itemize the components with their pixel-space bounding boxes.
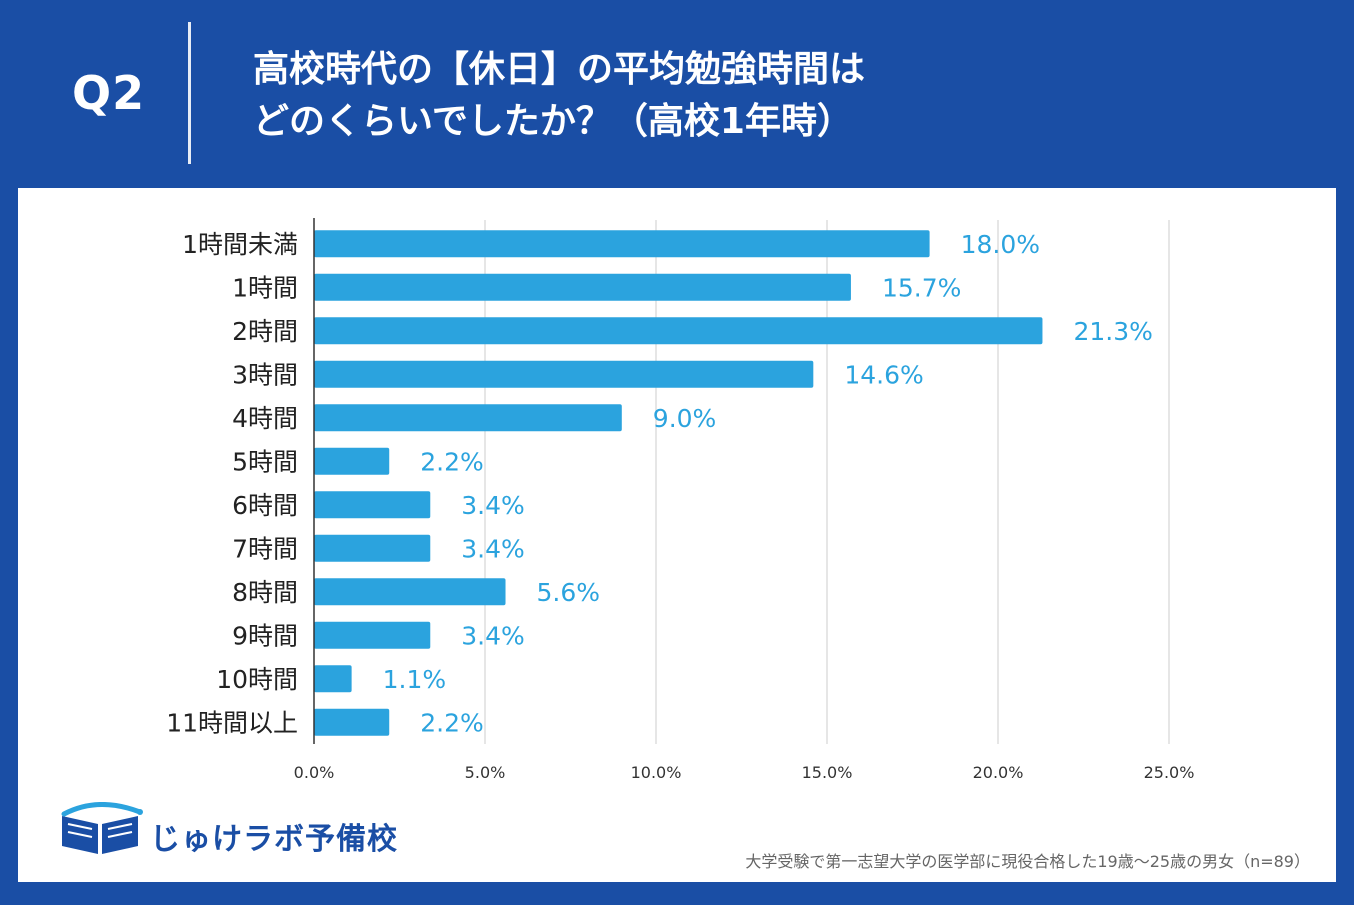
bar bbox=[314, 317, 1043, 345]
category-label: 9時間 bbox=[232, 621, 298, 650]
bar-chart: 0.0% 5.0% 10.0% 15.0% 20.0% 25.0% 1時間未満 18.0% 1時… bbox=[166, 218, 1195, 782]
bar bbox=[314, 404, 622, 432]
category-label: 11時間以上 bbox=[166, 708, 298, 737]
x-tick-label: 25.0% bbox=[1144, 763, 1195, 782]
title-line-2: どのくらいでしたか？（高校1年時） bbox=[253, 101, 853, 142]
category-label: 2時間 bbox=[232, 317, 298, 346]
category-label: 1時間 bbox=[232, 273, 298, 302]
bar bbox=[314, 230, 930, 258]
value-label: 14.6% bbox=[844, 360, 923, 389]
value-label: 3.4% bbox=[461, 491, 525, 520]
category-label: 7時間 bbox=[232, 534, 298, 563]
bar bbox=[314, 273, 851, 301]
logo: じゅけラボ予備校 bbox=[58, 801, 397, 858]
category-label: 5時間 bbox=[232, 447, 298, 476]
value-label: 21.3% bbox=[1073, 317, 1152, 346]
header: Q2 高校時代の【休日】の平均勉強時間は どのくらいでしたか？（高校1年時） bbox=[0, 0, 1354, 188]
value-label: 9.0% bbox=[653, 404, 717, 433]
category-label: 1時間未満 bbox=[182, 230, 298, 259]
x-tick-label: 20.0% bbox=[973, 763, 1024, 782]
x-tick-label: 0.0% bbox=[294, 763, 335, 782]
footnote: 大学受験で第一志望大学の医学部に現役合格した19歳〜25歳の男女（n=89） bbox=[745, 852, 1310, 871]
value-label: 5.6% bbox=[537, 578, 601, 607]
value-label: 3.4% bbox=[461, 621, 525, 650]
value-label: 18.0% bbox=[961, 230, 1040, 259]
category-label: 8時間 bbox=[232, 578, 298, 607]
value-label: 3.4% bbox=[461, 534, 525, 563]
bar bbox=[314, 708, 390, 736]
value-label: 15.7% bbox=[882, 273, 961, 302]
bar bbox=[314, 491, 431, 519]
bar bbox=[314, 447, 390, 475]
open-book-icon bbox=[61, 801, 143, 854]
bar bbox=[314, 360, 814, 388]
value-label: 2.2% bbox=[420, 447, 484, 476]
bar bbox=[314, 534, 431, 562]
bar bbox=[314, 621, 431, 649]
question-title: 高校時代の【休日】の平均勉強時間は どのくらいでしたか？（高校1年時） bbox=[253, 44, 865, 148]
x-tick-label: 10.0% bbox=[631, 763, 682, 782]
category-label: 4時間 bbox=[232, 404, 298, 433]
logo-text: じゅけラボ予備校 bbox=[150, 822, 398, 857]
title-line-1: 高校時代の【休日】の平均勉強時間は bbox=[253, 49, 866, 90]
category-label: 6時間 bbox=[232, 491, 298, 520]
chart-panel: 0.0% 5.0% 10.0% 15.0% 20.0% 25.0% 1時間未満 18.0% 1時… bbox=[18, 188, 1336, 882]
x-tick-label: 15.0% bbox=[802, 763, 853, 782]
bar bbox=[314, 578, 506, 606]
question-label: Q2 bbox=[72, 66, 146, 120]
x-tick-label: 5.0% bbox=[465, 763, 506, 782]
category-label: 3時間 bbox=[232, 360, 298, 389]
value-label: 1.1% bbox=[383, 665, 447, 694]
category-label: 10時間 bbox=[216, 665, 298, 694]
bar bbox=[314, 665, 352, 693]
value-label: 2.2% bbox=[420, 708, 484, 737]
header-divider bbox=[188, 22, 191, 164]
